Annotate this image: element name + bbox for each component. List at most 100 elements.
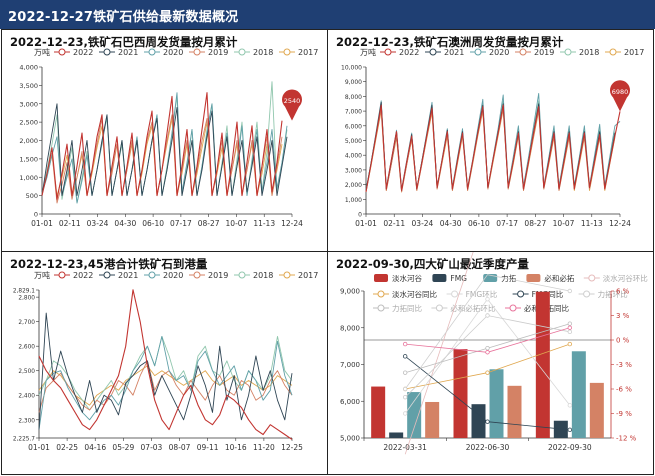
chart-port-arrivals: 万吨 2022 2021 2020 2019 2018 2017 2,225.7 2,300 2,… <box>13 270 319 452</box>
y-tick-label: 2,225.7 <box>13 437 35 443</box>
x-tick-label: 2022-06-30 <box>466 443 510 452</box>
y-tick-label: 2,400 <box>18 394 35 400</box>
y2-tick-label: -3 % <box>616 361 632 369</box>
legend-label: 必和必拓环比 <box>450 303 495 313</box>
chart-title-mines: 2022-09-30,四大矿山最近季度产量 <box>336 257 529 271</box>
y-tick-label: 2,000 <box>19 137 38 145</box>
legend-label-0: 2022 <box>399 48 419 57</box>
y2-tick-label: -12 % <box>616 435 637 443</box>
point-力拓环比 <box>402 386 408 392</box>
x-tick-label: 03-24 <box>412 219 434 228</box>
legend-label-1: 2021 <box>444 48 464 57</box>
x-tick-label: 04-30 <box>440 219 462 228</box>
chart-title-australia: 2022-12-23,铁矿石澳洲周发货量按月累计 <box>336 35 564 49</box>
y-tick-label: 10,000 <box>341 65 362 72</box>
x-tick-label: 01-01 <box>31 219 53 228</box>
y-tick-label: 6,000 <box>340 398 360 406</box>
x-tick-label: 2022-09-30 <box>548 443 592 452</box>
y-tick-label: 2,700 <box>18 320 35 326</box>
panel-brazil-shipments: 2022-12-23,铁矿石巴西周发货量按月累计 万吨 2022 2021 2020 2… <box>1 29 328 252</box>
series-line-2021 <box>41 103 288 197</box>
legend-marker-2 <box>148 271 156 279</box>
legend-marker-4 <box>238 48 246 56</box>
x-tick-label: 10-16 <box>225 443 247 452</box>
chart-mine-production: 淡水河谷FMG力拓必和必拓淡水河谷环比淡水河谷同比FMG环比FMG同比力拓环比力… <box>340 252 648 455</box>
y-tick-label: 2,829.1 <box>13 289 35 295</box>
legend-marker <box>435 304 443 312</box>
point-力拓同比 <box>567 321 573 326</box>
point-FMG环比 <box>567 403 573 408</box>
point-必和必拓环比 <box>485 313 490 318</box>
series-line-2021 <box>38 312 293 430</box>
legend-unit: 万吨 <box>34 270 50 280</box>
point-必和必拓环比 <box>567 329 573 335</box>
x-tick-label: 06-10 <box>142 219 164 228</box>
legend-marker-3 <box>519 48 527 56</box>
legend-marker <box>377 290 385 298</box>
legend-label-4: 2018 <box>253 271 273 280</box>
x-tick-label: 12-25 <box>281 443 303 452</box>
x-tick-label: 06-10 <box>468 219 490 228</box>
x-tick-label: 08-07 <box>169 443 191 452</box>
point-力拓环比 <box>567 288 573 294</box>
legend-marker <box>377 304 385 312</box>
legend-marker-1 <box>103 271 111 279</box>
legend-label-2: 2020 <box>163 271 183 280</box>
y-tick-label: 1,000 <box>345 197 362 204</box>
legend-marker-4 <box>564 48 572 56</box>
point-必和必拓同比 <box>402 341 408 347</box>
y-tick-label: 7,000 <box>340 361 360 369</box>
legend-label-4: 2018 <box>579 48 599 57</box>
legend-marker-3 <box>193 48 201 56</box>
panel-australia-shipments: 2022-12-23,铁矿石澳洲周发货量按月累计 万吨 2022 2021 2020 2… <box>327 29 654 252</box>
bar-必和必拓 <box>589 382 604 438</box>
legend-marker <box>509 304 517 312</box>
legend-label-1: 2021 <box>118 271 138 280</box>
annotation-pin <box>281 89 302 121</box>
y-tick-label: 2,300 <box>18 418 35 424</box>
point-淡水河谷同比 <box>567 341 573 347</box>
chart-brazil-shipments: 万吨 2022 2021 2020 2019 2018 2017 0 500 1,000 1,500… <box>19 47 318 228</box>
chart-title-port: 2022-12-23,45港合计铁矿石到港量 <box>10 257 208 271</box>
x-tick-label: 12-24 <box>281 219 303 228</box>
report-title: 2022-12-27铁矿石供给最新数据概况 <box>8 10 239 25</box>
y-tick-label: 1,500 <box>19 155 38 163</box>
point-力拓同比 <box>485 345 490 351</box>
bar-必和必拓 <box>507 385 522 438</box>
legend-label-5: 2017 <box>624 48 644 57</box>
y-tick-label: 2,800 <box>18 296 35 302</box>
bar-力拓 <box>571 351 586 438</box>
legend-unit: 万吨 <box>360 47 376 57</box>
y-tick-label: 1,000 <box>19 174 38 182</box>
x-tick-label: 10-07 <box>553 219 575 228</box>
y-tick-label: 8,000 <box>340 324 360 332</box>
y-tick-label: 0 <box>358 212 362 219</box>
y-tick-label: 2,000 <box>345 182 362 189</box>
legend-marker-5 <box>609 48 617 56</box>
x-tick-label: 10-07 <box>226 219 248 228</box>
legend-label-5: 2017 <box>298 48 318 57</box>
legend-label: 力拓 <box>501 273 516 283</box>
x-tick-label: 11-13 <box>253 219 275 228</box>
y-tick-label: 2,600 <box>18 345 35 351</box>
series-line-2019 <box>38 360 293 413</box>
legend-label-5: 2017 <box>298 271 318 280</box>
x-tick-label: 11-13 <box>581 219 603 228</box>
y2-tick-label: -6 % <box>616 386 632 394</box>
legend-label-3: 2019 <box>208 48 228 57</box>
y-tick-label: 3,000 <box>345 167 362 174</box>
legend-marker <box>583 290 591 298</box>
legend-marker-5 <box>283 48 291 56</box>
legend-label: 力拓同比 <box>392 303 422 313</box>
point-FMG环比 <box>402 411 408 416</box>
x-tick-label: 04-30 <box>114 219 136 228</box>
legend-marker-0 <box>58 271 66 279</box>
legend-label-2: 2020 <box>163 48 183 57</box>
y-tick-label: 2,500 <box>18 369 35 375</box>
y-tick-label: 9,000 <box>345 79 362 86</box>
x-tick-label: 05-29 <box>112 443 134 452</box>
bar-淡水河谷 <box>371 386 386 438</box>
y-tick-label: 500 <box>26 192 38 200</box>
x-tick-label: 11-20 <box>253 443 275 452</box>
point-FMG同比 <box>402 354 408 359</box>
